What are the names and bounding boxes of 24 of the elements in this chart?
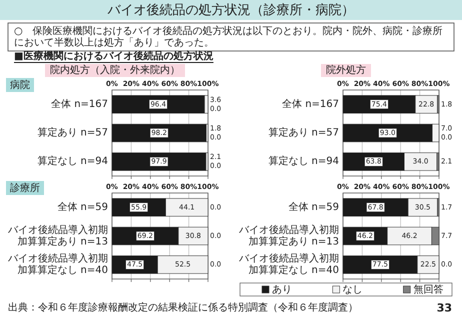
chart-title: 院内処方（入院・外来院内） (50, 64, 180, 76)
y-tick-label: 算定あり n=57 (37, 126, 108, 138)
y-tick-label: バイオ後続品導入初期加算算定なし n=40 (238, 252, 339, 276)
y-tick-label: バイオ後続品導入初期加算算定なし n=40 (7, 252, 108, 276)
y-tick-label: 全体 n=59 (57, 200, 108, 213)
y-tick-label: 全体 n=167 (282, 98, 339, 110)
y-tick-label: バイオ後続品導入初期加算算定あり n=13 (238, 224, 339, 248)
text: 診療所 (10, 182, 40, 194)
y-tick-label: 算定あり n=57 (268, 126, 339, 138)
y-tick-label: 全体 n=59 (288, 200, 339, 213)
y-tick-label: 算定なし n=94 (268, 155, 339, 168)
text: ○ 保険医療機関におけるバイオ後続品の処方状況は以下のとおり。院内・院外、病院・診療所において半数以上は処方「あり」であった。 (14, 24, 443, 48)
text: ■医療機関におけるバイオ後続品の処方状況 (14, 50, 214, 62)
text: バイオ後続品の処方状況（診療所・病院） (106, 2, 354, 18)
text: 病院 (10, 79, 30, 91)
text: 33 (436, 302, 452, 314)
chart-title: 院外処方 (326, 64, 366, 76)
y-tick-label: 全体 n=167 (51, 98, 108, 110)
legend-label: 無回答 (413, 284, 444, 296)
y-tick-label: バイオ後続品導入初期加算算定あり n=13 (7, 224, 108, 248)
legend-label: なし (342, 284, 363, 296)
legend-label: あり (272, 284, 292, 296)
y-tick-label: 算定なし n=94 (37, 155, 108, 168)
source-note: 出典：令和６年度診療報酬改定の結果検証に係る特別調査（令和６年度調査） (8, 302, 358, 314)
